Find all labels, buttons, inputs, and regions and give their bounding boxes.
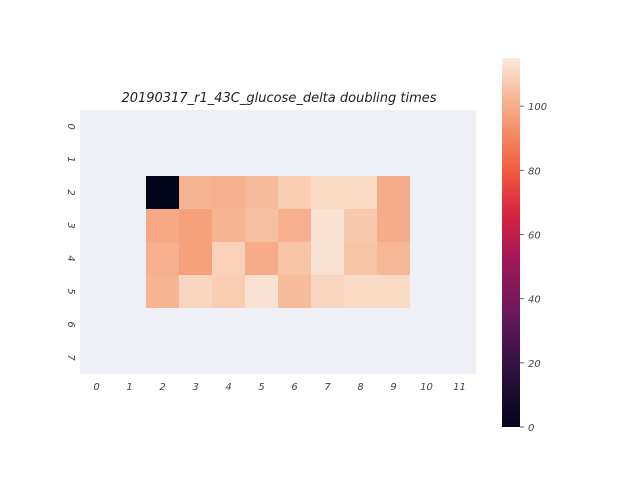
x-tick-label-3: 3 <box>192 382 198 393</box>
heatmap-cell-r3-c9 <box>377 209 410 242</box>
heatmap-cell-r4-c5 <box>245 242 278 275</box>
heatmap-cell-r4-c9 <box>377 242 410 275</box>
colorbar-tick-label-0: 0 <box>528 423 534 434</box>
y-tick-label-2: 2 <box>65 189 76 195</box>
heatmap-cell-r5-c7 <box>311 275 344 308</box>
heatmap-cell-r5-c9 <box>377 275 410 308</box>
heatmap-cell-r5-c3 <box>179 275 212 308</box>
x-axis-ticks: 0 1 2 3 4 5 6 7 8 9 10 11 <box>93 382 466 393</box>
y-tick-label-5: 5 <box>65 288 76 294</box>
heatmap-cell-r5-c4 <box>212 275 245 308</box>
x-tick-label-11: 11 <box>453 382 466 393</box>
heatmap-cell-r3-c7 <box>311 209 344 242</box>
heatmap-cell-r2-c8 <box>344 176 377 209</box>
heatmap-cell-r5-c6 <box>278 275 311 308</box>
heatmap-cell-r3-c2 <box>146 209 179 242</box>
heatmap-cell-r5-c5 <box>245 275 278 308</box>
heatmap-cell-r2-c6 <box>278 176 311 209</box>
heatmap-cell-r3-c5 <box>245 209 278 242</box>
colorbar-gradient <box>502 58 520 427</box>
y-tick-label-6: 6 <box>65 321 76 327</box>
x-tick-label-8: 8 <box>357 382 363 393</box>
chart-title: 20190317_r1_43C_glucose_delta doubling t… <box>121 91 436 106</box>
colorbar: 0 20 40 60 80 100 <box>502 58 547 434</box>
heatmap-cell-r2-c5 <box>245 176 278 209</box>
x-tick-label-4: 4 <box>225 382 231 393</box>
y-tick-label-3: 3 <box>65 222 76 228</box>
colorbar-tick-label-2: 40 <box>528 295 541 306</box>
heatmap-cell-r2-c4 <box>212 176 245 209</box>
x-tick-label-5: 5 <box>258 382 264 393</box>
heatmap-cell-r3-c8 <box>344 209 377 242</box>
x-tick-label-6: 6 <box>291 382 297 393</box>
y-tick-label-7: 7 <box>65 354 76 361</box>
heatmap-cell-r4-c2 <box>146 242 179 275</box>
colorbar-tick-label-3: 60 <box>528 230 541 241</box>
y-axis-ticks: 0 1 2 3 4 5 6 7 <box>65 123 76 361</box>
x-tick-label-9: 9 <box>390 382 396 393</box>
heatmap-cell-r2-c7 <box>311 176 344 209</box>
heatmap-cell-r4-c7 <box>311 242 344 275</box>
heatmap-cell-r2-c2 <box>146 176 179 209</box>
heatmap-cell-r4-c4 <box>212 242 245 275</box>
x-tick-label-7: 7 <box>324 382 331 393</box>
colorbar-tick-label-5: 100 <box>528 102 547 113</box>
heatmap-cell-r4-c6 <box>278 242 311 275</box>
heatmap-cell-r3-c6 <box>278 209 311 242</box>
heatmap-cell-r4-c8 <box>344 242 377 275</box>
heatmap-cell-r2-c9 <box>377 176 410 209</box>
heatmap-cell-r2-c3 <box>179 176 212 209</box>
heatmap-cell-r4-c3 <box>179 242 212 275</box>
heatmap-cell-r5-c8 <box>344 275 377 308</box>
x-tick-label-1: 1 <box>126 382 132 393</box>
heatmap-cell-r3-c3 <box>179 209 212 242</box>
y-tick-label-1: 1 <box>65 156 76 162</box>
heatmap-area <box>80 110 476 374</box>
heatmap-cell-r3-c4 <box>212 209 245 242</box>
x-tick-label-10: 10 <box>420 382 433 393</box>
y-tick-label-0: 0 <box>65 123 76 129</box>
colorbar-tick-label-4: 80 <box>528 166 541 177</box>
colorbar-tick-label-1: 20 <box>528 359 541 370</box>
heatmap-cell-r5-c2 <box>146 275 179 308</box>
x-tick-label-2: 2 <box>159 382 165 393</box>
y-tick-label-4: 4 <box>65 255 76 261</box>
x-tick-label-0: 0 <box>93 382 99 393</box>
